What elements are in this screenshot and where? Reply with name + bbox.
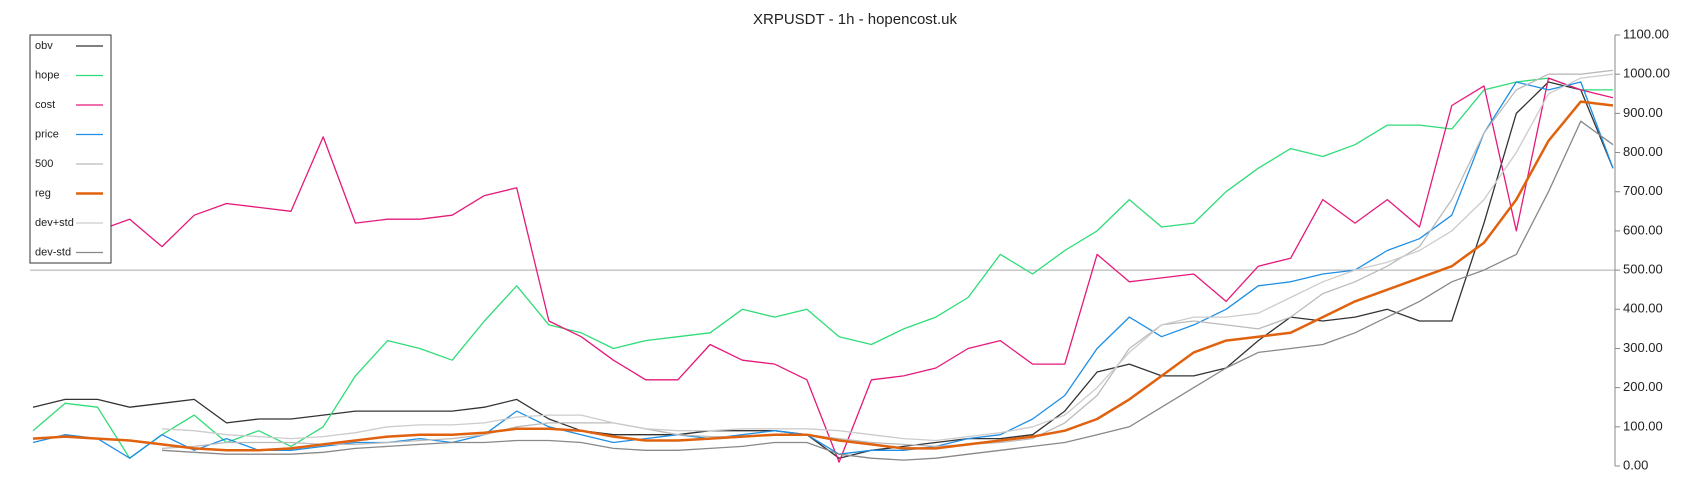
series-line: [161, 69, 1614, 450]
series-line: [161, 73, 1614, 442]
chart-title: XRPUSDT - 1h - hopencost.uk: [753, 11, 957, 28]
series-line: [32, 81, 1614, 459]
legend-label: dev-std: [35, 246, 71, 258]
y-tick-label: 900.00: [1623, 105, 1663, 120]
y-tick-label: 800.00: [1623, 144, 1663, 159]
legend-label: hope: [35, 69, 59, 81]
y-tick-label: 500.00: [1623, 262, 1663, 277]
legend-box: [29, 34, 112, 264]
series-line: [32, 81, 1614, 459]
series-line: [32, 77, 1613, 459]
legend-label: reg: [35, 187, 51, 199]
y-tick-label: 600.00: [1623, 222, 1663, 237]
y-tick-label: 700.00: [1623, 183, 1663, 198]
y-tick-label: 400.00: [1623, 301, 1663, 316]
y-tick-label: 300.00: [1623, 340, 1663, 355]
legend-label: price: [35, 128, 59, 140]
legend-label: 500: [35, 158, 53, 170]
series-line: [32, 77, 1614, 463]
y-tick-label: 100.00: [1623, 418, 1663, 433]
legend-label: cost: [35, 99, 55, 111]
series-line: [32, 100, 1614, 452]
legend-label: obv: [35, 40, 53, 52]
y-tick-label: 1100.00: [1623, 26, 1669, 41]
y-tick-label: 1000.00: [1623, 66, 1670, 81]
legend-label: dev+std: [35, 217, 74, 229]
y-tick-label: 0.00: [1623, 457, 1648, 472]
y-tick-label: 200.00: [1623, 379, 1663, 394]
series-line: [161, 120, 1614, 461]
